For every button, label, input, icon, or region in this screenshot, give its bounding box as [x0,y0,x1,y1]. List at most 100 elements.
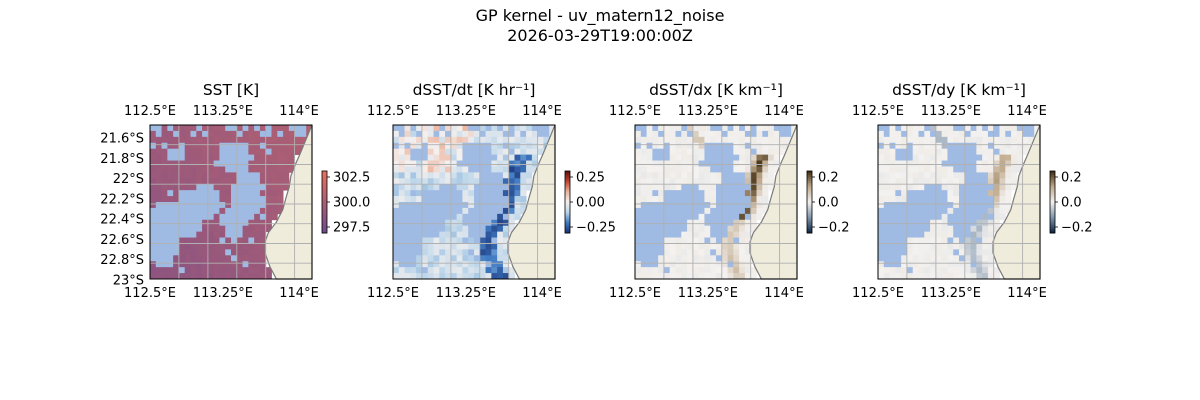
heatmap-cell [883,213,890,221]
heatmap-cell [433,273,440,280]
heatmap-cell [744,184,752,191]
heatmap-cell [756,196,763,203]
heatmap-cell [646,125,653,132]
heatmap-cell [416,166,423,173]
heatmap-cell [941,148,948,156]
heatmap-cell [739,190,746,197]
heatmap-cell [236,154,243,161]
heatmap-cell [658,172,665,179]
heatmap-cell [456,202,463,209]
colorbar-segment [322,173,327,176]
heatmap-cell [999,130,1006,138]
heatmap-cell [976,261,983,268]
heatmap-cell [479,148,486,156]
heatmap-cell [744,196,752,203]
heatmap-cell [750,178,757,185]
heatmap-cell [681,273,688,280]
heatmap-cell [889,166,896,173]
heatmap-cell [663,178,671,185]
heatmap-cell [692,255,700,262]
heatmap-cell [675,125,682,132]
heatmap-cell [739,178,746,185]
colorbar-segment [565,228,570,232]
heatmap-cell [716,178,723,185]
heatmap-cell [970,196,977,203]
heatmap-cell [744,190,752,197]
heatmap-cell [918,249,925,256]
colorbar-segment [322,185,327,189]
heatmap-cell [930,255,937,262]
heatmap-cell [635,172,642,179]
heatmap-cell [421,172,429,179]
heatmap-cell [207,160,215,167]
heatmap-cell [410,207,417,215]
heatmap-cell [727,273,734,280]
x-tick-label-top: 114°E [522,104,562,119]
colorbar-segment [1050,212,1055,215]
heatmap-cell [416,172,423,179]
heatmap-cell [202,261,209,268]
heatmap-cell [526,160,533,167]
heatmap-cell [231,202,238,209]
heatmap-cell [259,196,267,203]
heatmap-cell [941,267,948,274]
heatmap-cell [404,273,411,280]
heatmap-cell [906,213,914,221]
heatmap-cell [468,130,475,138]
heatmap-cell [410,154,417,161]
heatmap-cell [635,190,642,197]
heatmap-cell [762,196,769,203]
heatmap-cell [669,213,676,221]
heatmap-cell [935,125,943,132]
heatmap-cell [762,154,769,161]
x-tick-label-top: 112.5°E [124,104,176,119]
heatmap-cell [924,219,931,227]
heatmap-cell [953,225,960,233]
heatmap-cell [445,125,452,132]
heatmap-cell [658,184,665,191]
heatmap-cell [450,225,458,233]
heatmap-cell [526,136,533,144]
heatmap-cell [427,160,434,167]
colorbar-segment [565,204,570,207]
heatmap-cell [953,136,960,144]
heatmap-cell [959,219,966,227]
heatmap-cell [514,196,521,203]
heatmap-cell [987,202,995,209]
heatmap-cell [721,154,728,161]
heatmap-cell [999,213,1006,221]
heatmap-cell [982,148,989,156]
heatmap-cell [953,148,960,156]
heatmap-cell [155,154,162,161]
heatmap-cell [924,202,931,209]
heatmap-cell [947,237,954,244]
y-tick-label: 21.8°S [100,152,144,167]
heatmap-cell [953,166,960,173]
heatmap-cell [982,219,989,227]
heatmap-cell [190,243,197,250]
heatmap-cell [883,255,890,262]
colorbar-segment [1050,226,1055,230]
heatmap-cell [474,136,481,144]
heatmap-cell [1016,130,1024,138]
colorbar-segment [807,224,812,228]
heatmap-cell [468,255,475,262]
heatmap-cell [259,184,267,191]
heatmap-cell [427,255,434,262]
heatmap-cell [727,154,734,161]
heatmap-cell [231,184,238,191]
heatmap-cell [184,130,191,138]
heatmap-cell [479,249,486,256]
colorbar-segment [807,195,812,199]
heatmap-cell [410,267,417,274]
heatmap-cell [491,225,498,233]
heatmap-cell [906,148,914,156]
heatmap-cell [721,225,728,233]
heatmap-cell [924,207,931,215]
heatmap-cell [640,249,647,256]
figure-title: GP kernel - uv_matern12_noise 2026-03-29… [0,6,1200,46]
heatmap-cell [635,166,642,173]
heatmap-cell [710,219,717,227]
heatmap-cell [410,184,417,191]
heatmap-cell [271,148,278,156]
